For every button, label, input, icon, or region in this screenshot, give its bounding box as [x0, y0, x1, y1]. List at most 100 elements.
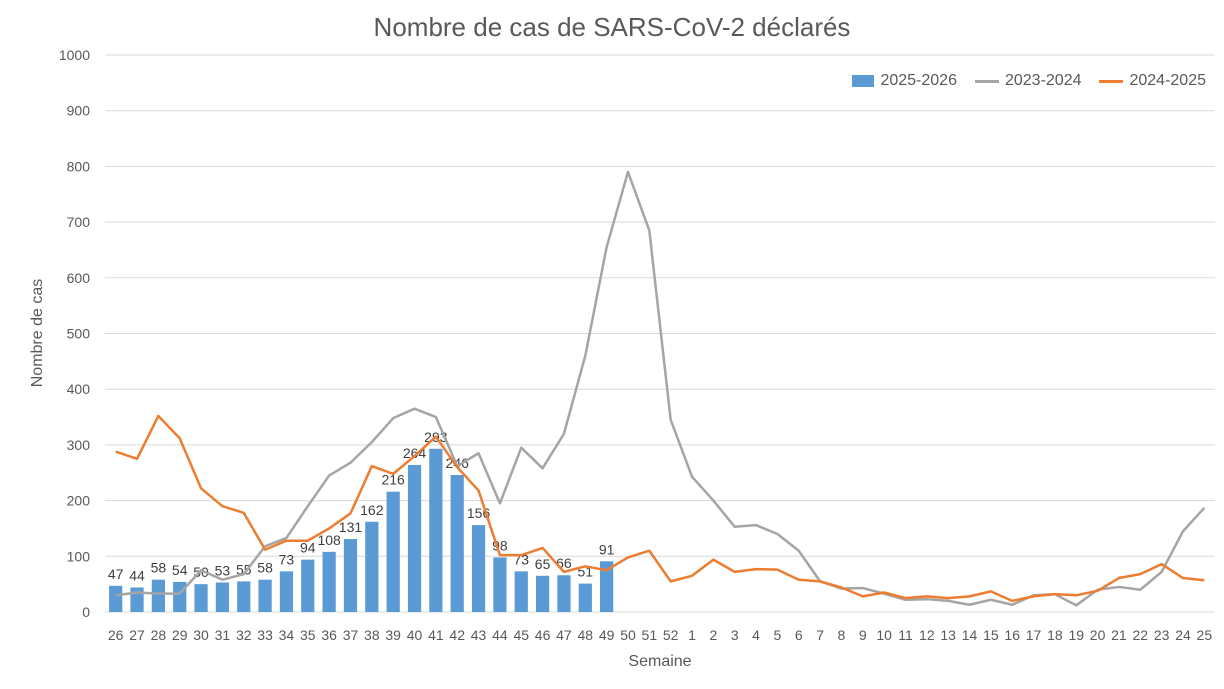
x-tick-label: 9 [859, 627, 867, 643]
x-tick-label: 18 [1047, 627, 1063, 643]
legend-swatch-bar [852, 75, 875, 87]
x-tick-label: 36 [321, 627, 337, 643]
bar-46 [535, 575, 550, 612]
x-tick-label: 27 [129, 627, 145, 643]
legend-item-2025-2026: 2025-2026 [852, 72, 957, 90]
bar-43 [471, 525, 486, 612]
bar-44 [493, 557, 507, 612]
x-tick-label: 28 [151, 627, 167, 643]
x-tick-label: 51 [642, 627, 658, 643]
x-tick-label: 2 [709, 627, 717, 643]
x-tick-label: 19 [1068, 627, 1084, 643]
x-tick-label: 13 [940, 627, 956, 643]
x-tick-label: 52 [663, 627, 679, 643]
bar-40 [407, 464, 422, 612]
x-tick-label: 40 [407, 627, 423, 643]
data-label: 66 [556, 555, 572, 571]
y-tick-label: 1000 [59, 47, 90, 63]
bar-26 [109, 585, 123, 612]
x-tick-label: 15 [983, 627, 999, 643]
data-label: 131 [339, 519, 363, 535]
x-tick-label: 37 [343, 627, 359, 643]
x-tick-label: 29 [172, 627, 188, 643]
x-tick-label: 5 [774, 627, 782, 643]
y-tick-label: 0 [82, 604, 90, 620]
data-label: 55 [236, 561, 252, 577]
bar-45 [514, 571, 528, 612]
x-tick-label: 22 [1132, 627, 1148, 643]
data-label: 73 [279, 551, 295, 567]
data-label: 216 [381, 472, 405, 488]
x-tick-label: 30 [193, 627, 209, 643]
x-tick-label: 14 [962, 627, 978, 643]
y-tick-label: 200 [67, 493, 91, 509]
x-tick-label: 46 [535, 627, 551, 643]
x-tick-label: 33 [257, 627, 273, 643]
x-tick-label: 20 [1090, 627, 1106, 643]
bar-38 [365, 521, 379, 612]
data-label: 65 [535, 556, 551, 572]
data-label: 58 [151, 560, 167, 576]
data-label: 44 [129, 567, 145, 583]
data-label: 91 [599, 541, 615, 557]
bar-42 [450, 474, 464, 612]
bar-31 [215, 582, 230, 612]
y-tick-label: 400 [67, 381, 91, 397]
data-label: 108 [317, 532, 341, 548]
x-tick-label: 3 [731, 627, 739, 643]
x-tick-label: 12 [919, 627, 935, 643]
x-tick-label: 11 [898, 627, 913, 643]
y-tick-label: 900 [67, 103, 91, 119]
x-tick-label: 8 [838, 627, 846, 643]
x-tick-label: 4 [752, 627, 760, 643]
bar-32 [237, 581, 251, 612]
y-tick-label: 800 [67, 158, 91, 174]
x-tick-label: 1 [688, 627, 696, 643]
x-tick-label: 26 [108, 627, 124, 643]
legend: 2025-2026 2023-2024 2024-2025 [852, 72, 1206, 90]
x-tick-label: 41 [428, 627, 444, 643]
data-label: 162 [360, 502, 384, 518]
bar-33 [258, 579, 272, 612]
data-label: 54 [172, 562, 188, 578]
data-label: 53 [215, 562, 231, 578]
x-tick-label: 34 [279, 627, 295, 643]
y-tick-label: 600 [67, 270, 91, 286]
legend-label: 2023-2024 [1004, 72, 1082, 89]
x-axis-label: Semaine [628, 653, 692, 670]
line-series-2023-2024 [115, 170, 1206, 607]
x-tick-label: 25 [1197, 627, 1213, 643]
x-tick-label: 47 [556, 627, 572, 643]
x-tick-label: 44 [492, 627, 508, 643]
y-tick-label: 300 [67, 437, 91, 453]
x-tick-label: 17 [1026, 627, 1042, 643]
data-label: 47 [108, 566, 124, 582]
chart-title: Nombre de cas de SARS-CoV-2 déclarés [373, 12, 851, 42]
bar-28 [151, 579, 165, 612]
x-tick-label: 45 [513, 627, 529, 643]
x-tick-label: 23 [1154, 627, 1170, 643]
x-tick-label: 38 [364, 627, 380, 643]
x-tick-label: 24 [1175, 627, 1191, 643]
x-tick-label: 10 [876, 627, 892, 643]
x-tick-label: 39 [385, 627, 401, 643]
legend-item-2023-2024: 2023-2024 [974, 72, 1082, 90]
x-tick-label: 48 [577, 627, 593, 643]
legend-item-2024-2025: 2024-2025 [1099, 72, 1206, 90]
data-label: 58 [257, 560, 273, 576]
x-tick-label: 43 [471, 627, 487, 643]
y-tick-label: 100 [67, 548, 91, 564]
bar-27 [130, 587, 144, 612]
legend-swatch-line [1099, 79, 1124, 83]
x-tick-label: 16 [1004, 627, 1020, 643]
x-tick-label: 50 [620, 627, 636, 643]
x-tick-label: 21 [1111, 627, 1127, 643]
bar-47 [557, 575, 571, 612]
bar-34 [279, 571, 294, 612]
legend-label: 2024-2025 [1129, 72, 1206, 89]
bar-36 [322, 551, 336, 612]
x-tick-label: 31 [215, 627, 231, 643]
y-tick-label: 700 [67, 214, 91, 230]
bar-29 [173, 581, 187, 612]
